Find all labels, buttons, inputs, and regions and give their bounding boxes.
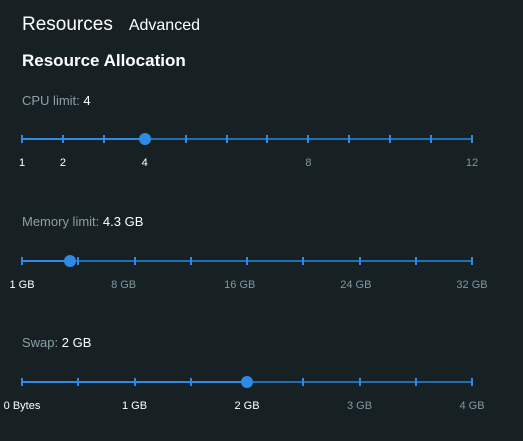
swap-name: Swap:: [22, 335, 59, 350]
cpu-limit-label: CPU limit: 4: [22, 93, 91, 108]
cpu-slider-rail[interactable]: [22, 138, 472, 140]
cpu-mark-label: 2: [59, 157, 66, 169]
memory-slider-tick: [302, 257, 305, 265]
swap-mark-label: 0 Bytes: [3, 400, 41, 412]
swap-slider-tick: [358, 378, 361, 386]
swap-slider-tick: [189, 378, 192, 386]
swap-slider-tick: [21, 378, 23, 386]
memory-limit-slider[interactable]: [21, 254, 473, 268]
memory-slider-tick: [246, 257, 248, 265]
memory-limit-label: Memory limit: 4.3 GB: [22, 214, 143, 229]
memory-mark-label: 8 GB: [111, 279, 137, 291]
memory-mark-label: 1 GB: [9, 279, 35, 291]
cpu-limit-name: CPU limit:: [22, 93, 80, 108]
cpu-slider-tick: [348, 135, 351, 143]
cpu-mark-label: 8: [305, 157, 312, 169]
swap-mark-label: 1 GB: [121, 400, 148, 412]
swap-marks: 0 Bytes 1 GB 2 GB 3 GB 4 GB: [4, 400, 485, 414]
memory-mark-label: 24 GB: [340, 279, 372, 291]
cpu-mark-label: 12: [465, 157, 479, 169]
swap-slider[interactable]: [21, 375, 473, 389]
memory-slider-tick: [189, 257, 192, 265]
swap-label: Swap: 2 GB: [22, 335, 91, 350]
cpu-slider-tick: [471, 135, 473, 143]
cpu-limit-marks: 1 2 4 8 12: [18, 157, 478, 171]
memory-slider-track: [22, 260, 70, 262]
memory-mark-label: 16 GB: [224, 279, 256, 291]
cpu-slider-tick: [184, 135, 187, 143]
cpu-slider-tick: [430, 135, 433, 143]
cpu-mark-label: 1: [18, 157, 26, 169]
cpu-slider-tick: [61, 135, 64, 143]
swap-mark-label: 3 GB: [346, 400, 373, 412]
cpu-limit-value: 4: [83, 93, 91, 108]
swap-slider-tick: [471, 378, 473, 386]
memory-slider-tick: [77, 257, 80, 265]
tab-resources[interactable]: Resources: [22, 14, 113, 35]
memory-mark-label: 32 GB: [456, 279, 488, 291]
cpu-mark-label: 4: [141, 157, 148, 169]
memory-slider-tick: [133, 257, 136, 265]
memory-slider-tick: [21, 257, 23, 265]
swap-slider-tick: [302, 378, 305, 386]
memory-slider-tick: [358, 257, 361, 265]
section-title: Resource Allocation: [22, 51, 186, 70]
cpu-slider-track: [22, 138, 145, 140]
cpu-limit-slider[interactable]: [21, 132, 473, 146]
cpu-slider-tick: [21, 135, 23, 143]
swap-slider-thumb[interactable]: [241, 376, 253, 388]
swap-mark-label: 2 GB: [234, 400, 260, 412]
swap-slider-tick: [133, 378, 136, 386]
memory-limit-value: 4.3 GB: [102, 214, 144, 229]
memory-limit-marks: 1 GB 8 GB 16 GB 24 GB 32 GB: [9, 279, 487, 293]
cpu-slider-tick: [389, 135, 392, 143]
cpu-slider-tick: [225, 135, 228, 143]
cpu-slider-tick: [307, 135, 310, 143]
tab-advanced[interactable]: Advanced: [128, 17, 200, 34]
cpu-slider-thumb[interactable]: [138, 133, 151, 145]
tab-bar: Resources Advanced: [22, 14, 200, 36]
memory-slider-thumb[interactable]: [63, 255, 76, 267]
memory-slider-tick: [471, 257, 473, 265]
swap-slider-tick: [77, 378, 80, 386]
memory-slider-tick: [414, 257, 417, 265]
cpu-slider-tick: [102, 135, 105, 143]
swap-slider-tick: [414, 378, 417, 386]
swap-mark-label: 4 GB: [459, 400, 485, 412]
memory-limit-name: Memory limit:: [22, 214, 100, 229]
swap-value: 2 GB: [61, 335, 92, 350]
cpu-slider-tick: [266, 135, 269, 143]
